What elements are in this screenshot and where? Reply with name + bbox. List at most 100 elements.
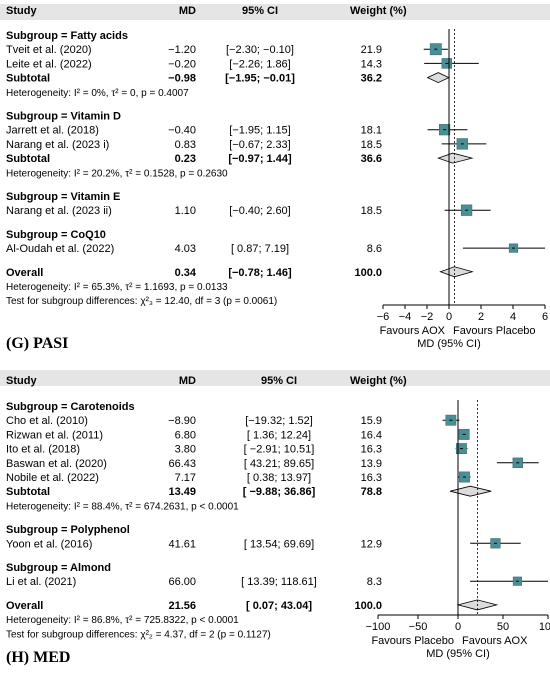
study-weight: 12.9	[361, 538, 382, 550]
x-tick-label: −4	[399, 311, 412, 323]
subtotal-label: Subtotal	[6, 153, 50, 165]
header-weight: Weight (%)	[350, 375, 407, 387]
subtotal-label: Subtotal	[6, 486, 50, 498]
study-label: Nobile et al. (2022)	[6, 472, 99, 484]
study-ci: [−2.30; −0.10]	[226, 44, 294, 56]
study-weight: 15.9	[361, 415, 382, 427]
study-md: 7.17	[175, 472, 196, 484]
study-md: 3.80	[175, 444, 196, 456]
x-tick-label: 0	[455, 621, 461, 633]
study-weight: 21.9	[361, 44, 382, 56]
study-md: −0.40	[168, 125, 196, 137]
subtotal-ci: [−0.97; 1.44]	[228, 153, 292, 165]
subtotal-diamond	[449, 485, 492, 497]
study-label: Baswan et al. (2020)	[6, 458, 107, 470]
study-weight: 16.4	[361, 429, 382, 441]
study-md: 41.61	[168, 538, 196, 550]
subgroup-label: Subgroup = Carotenoids	[6, 401, 135, 413]
study-md: −0.20	[168, 58, 196, 70]
study-weight: 8.3	[367, 576, 382, 588]
study-ci: [−19.32; 1.52]	[245, 415, 313, 427]
x-tick-label: 0	[446, 311, 452, 323]
header-weight: Weight (%)	[350, 5, 407, 17]
x-axis-label: MD (95% CI)	[417, 338, 481, 350]
overall-ci: [−0.78; 1.46]	[228, 267, 292, 279]
x-tick-label: 4	[510, 311, 516, 323]
study-md: −1.20	[168, 44, 196, 56]
study-md: 1.10	[175, 205, 196, 217]
header-ci: 95% CI	[242, 5, 278, 17]
x-tick-label: −50	[409, 621, 428, 633]
subgroup-label: Subgroup = Vitamin E	[6, 191, 120, 203]
study-weight: 18.1	[361, 125, 382, 137]
study-label: Li et al. (2021)	[6, 576, 76, 588]
study-label: Rizwan et al. (2011)	[6, 429, 103, 441]
header-study: Study	[6, 375, 37, 387]
favours-left-label: Favours Placebo	[371, 635, 454, 647]
overall-label: Overall	[6, 267, 43, 279]
study-label: Al-Oudah et al. (2022)	[6, 243, 114, 255]
study-ci: [−0.40; 2.60]	[229, 205, 290, 217]
heterogeneity-text: Test for subgroup differences: χ²₃ = 12.…	[6, 296, 277, 307]
heterogeneity-text: Heterogeneity: I² = 86.8%, τ² = 725.8322…	[6, 615, 239, 626]
overall-ci: [ 0.07; 43.04]	[246, 600, 312, 612]
study-weight: 8.6	[367, 243, 382, 255]
study-label: Narang et al. (2023 i)	[6, 139, 109, 151]
study-md: 4.03	[175, 243, 196, 255]
panel-label: (G) PASI	[6, 335, 68, 352]
study-md: 66.43	[168, 458, 196, 470]
overall-label: Overall	[6, 600, 43, 612]
study-label: Cho et al. (2010)	[6, 415, 88, 427]
study-weight: 16.3	[361, 444, 382, 456]
subtotal-md: −0.98	[168, 73, 196, 85]
subtotal-diamond	[437, 152, 474, 164]
study-ci: [ 43.21; 89.65]	[244, 458, 314, 470]
study-label: Jarrett et al. (2018)	[6, 125, 99, 137]
study-weight: 13.9	[361, 458, 382, 470]
study-label: Yoon et al. (2016)	[6, 538, 92, 550]
header-study: Study	[6, 5, 37, 17]
heterogeneity-text: Heterogeneity: I² = 88.4%, τ² = 674.2631…	[6, 501, 239, 512]
study-ci: [−2.26; 1.86]	[229, 58, 290, 70]
forest-panel-med: Study MD 95% CI Weight (%) Subgroup = Carote…	[0, 370, 550, 666]
overall-md: 21.56	[168, 600, 196, 612]
study-ci: [−1.95; 1.15]	[229, 125, 290, 137]
study-weight: 16.3	[361, 472, 382, 484]
favours-right-label: Favours Placebo	[453, 325, 536, 337]
x-tick-label: 6	[542, 311, 548, 323]
forest-panel-pasi: Study MD 95% CI Weight (%) Subgroup = Fatty …	[0, 4, 550, 352]
study-ci: [ −2.91; 10.51]	[244, 444, 315, 456]
favours-left-label: Favours AOX	[380, 325, 446, 337]
x-tick-label: 2	[478, 311, 484, 323]
heterogeneity-text: Heterogeneity: I² = 0%, τ² = 0, p = 0.40…	[6, 88, 189, 99]
header-band	[0, 370, 550, 386]
study-ci: [−0.67; 2.33]	[229, 139, 290, 151]
overall-weight: 100.0	[354, 600, 382, 612]
study-ci: [ 13.54; 69.69]	[244, 538, 314, 550]
header-md: MD	[179, 375, 196, 387]
subtotal-md: 13.49	[168, 486, 196, 498]
study-ci: [ 13.39; 118.61]	[241, 576, 317, 588]
study-md: 6.80	[175, 429, 196, 441]
heterogeneity-text: Heterogeneity: I² = 20.2%, τ² = 0.1528, …	[6, 168, 228, 179]
x-tick-label: −6	[377, 311, 390, 323]
study-ci: [ 1.36; 12.24]	[247, 429, 311, 441]
overall-md: 0.34	[175, 267, 197, 279]
subtotal-diamond	[426, 72, 450, 84]
subtotal-weight: 78.8	[361, 486, 382, 498]
study-label: Narang et al. (2023 ii)	[6, 205, 112, 217]
study-md: 0.83	[175, 139, 196, 151]
subtotal-ci: [−1.95; −0.01]	[225, 73, 295, 85]
subgroup-label: Subgroup = Fatty acids	[6, 30, 128, 42]
subgroup-label: Subgroup = Polyphenol	[6, 524, 130, 536]
heterogeneity-text: Test for subgroup differences: χ²₂ = 4.3…	[6, 629, 271, 640]
overall-weight: 100.0	[354, 267, 382, 279]
subtotal-label: Subtotal	[6, 73, 50, 85]
study-ci: [ 0.87; 7.19]	[231, 243, 289, 255]
study-md: 66.00	[168, 576, 196, 588]
favours-right-label: Favours AOX	[462, 635, 528, 647]
panel-label: (H) MED	[6, 649, 70, 666]
subtotal-ci: [ −9.88; 36.86]	[243, 486, 316, 498]
study-weight: 18.5	[361, 139, 382, 151]
